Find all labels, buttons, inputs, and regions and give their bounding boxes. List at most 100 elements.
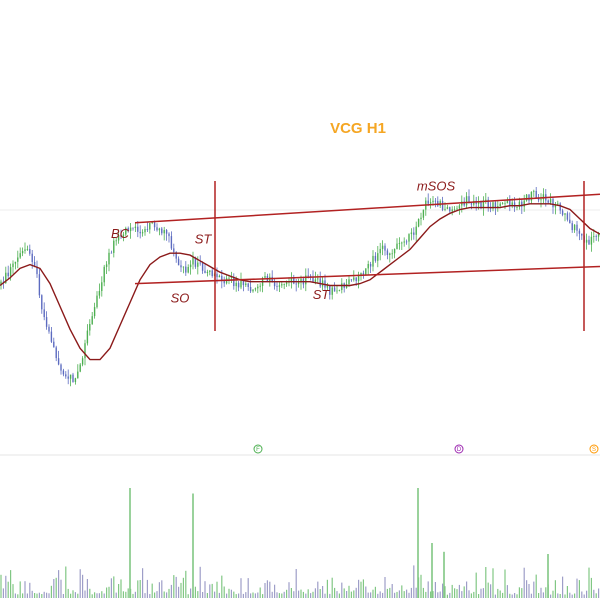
volume-bar [506, 585, 508, 598]
volume-bar-highlight [192, 493, 194, 598]
volume-bar [84, 590, 86, 598]
volume-bar [137, 580, 139, 598]
volume-bar [132, 593, 134, 598]
candle-body [516, 207, 518, 208]
candle-body [513, 202, 516, 208]
candle-body [103, 266, 105, 283]
candle-body [257, 286, 259, 289]
volume-bar [247, 578, 249, 598]
candle-body [165, 230, 168, 234]
volume-bar [386, 588, 388, 598]
annotation-label: SO [171, 291, 190, 306]
candle-body [122, 234, 125, 237]
candle-body [29, 249, 31, 254]
volume-bar [127, 588, 129, 598]
candle-body [38, 274, 41, 296]
candle-body [264, 276, 266, 278]
candle-body [197, 262, 199, 267]
candle-body [530, 191, 533, 201]
volume-bar [473, 591, 475, 598]
candle-body [403, 241, 405, 243]
candle-body [276, 286, 278, 287]
volume-bar [492, 568, 494, 598]
volume-bar [499, 590, 501, 598]
volume-bar [38, 592, 40, 598]
volume-bar [538, 593, 540, 598]
volume-bar [398, 590, 400, 598]
candle-body [252, 289, 254, 292]
volume-bar [178, 586, 180, 598]
volume-bar [14, 593, 16, 598]
candle-body [552, 198, 554, 208]
candle-body [353, 277, 355, 280]
volume-bar [199, 566, 201, 598]
candle-body [305, 275, 307, 285]
volume-bar [444, 586, 446, 598]
volume-bar [31, 590, 33, 598]
volume-bar [434, 582, 436, 598]
candle-body [465, 196, 468, 206]
candle-body [362, 272, 365, 275]
candle-body [21, 251, 24, 254]
candle-body [360, 272, 362, 276]
volume-bar [139, 580, 141, 598]
candle-body [127, 228, 129, 232]
annotation-label: ST [195, 232, 213, 247]
volume-bar [96, 593, 98, 598]
candle-body [597, 233, 600, 237]
volume-bar [134, 591, 136, 598]
candle-body [369, 264, 372, 267]
volume-bar [394, 592, 396, 598]
volume-bar [98, 593, 100, 598]
volume-bar [523, 567, 525, 598]
candle-body [84, 343, 86, 359]
volume-bar [389, 587, 391, 598]
candle-body [175, 252, 177, 259]
volume-bar [533, 581, 535, 598]
candle-body [43, 309, 45, 318]
candle-body [329, 285, 331, 295]
volume-bar [401, 585, 403, 598]
volume-bar [290, 588, 292, 598]
volume-bar [302, 591, 304, 598]
volume-bar [518, 587, 520, 598]
volume-bar [317, 581, 319, 598]
volume-bar [226, 593, 228, 598]
candle-body [521, 201, 523, 207]
volume-bar [108, 586, 110, 598]
candle-body [588, 239, 590, 245]
volume-bar [19, 581, 21, 598]
volume-bar [36, 593, 38, 598]
candle-body [101, 282, 103, 291]
volume-bar [545, 587, 547, 598]
volume-bar [245, 592, 247, 598]
candle-body [221, 275, 223, 281]
volume-bar [314, 588, 316, 598]
candle-body [254, 288, 257, 290]
candle-body [427, 200, 429, 204]
chart-title: VCG H1 [330, 120, 386, 137]
volume-bar [252, 592, 254, 598]
candle-body [557, 203, 559, 205]
candle-body [463, 201, 465, 206]
volume-bar [338, 593, 340, 598]
volume-bar [391, 584, 393, 598]
candle-body [398, 243, 401, 244]
volume-bar [209, 584, 211, 598]
candle-body [559, 203, 561, 211]
volume-bar-highlight [129, 488, 131, 598]
volume-bar-highlight [547, 554, 549, 598]
volume-bar [554, 580, 556, 598]
candle-body [535, 190, 537, 199]
candle-body [245, 283, 247, 286]
volume-bar [79, 569, 81, 598]
volume-bar [504, 569, 506, 598]
candle-body [348, 279, 350, 285]
volume-bar [559, 594, 561, 598]
candle-body [506, 199, 509, 204]
candle-body [468, 196, 470, 203]
candle-body [41, 295, 43, 310]
